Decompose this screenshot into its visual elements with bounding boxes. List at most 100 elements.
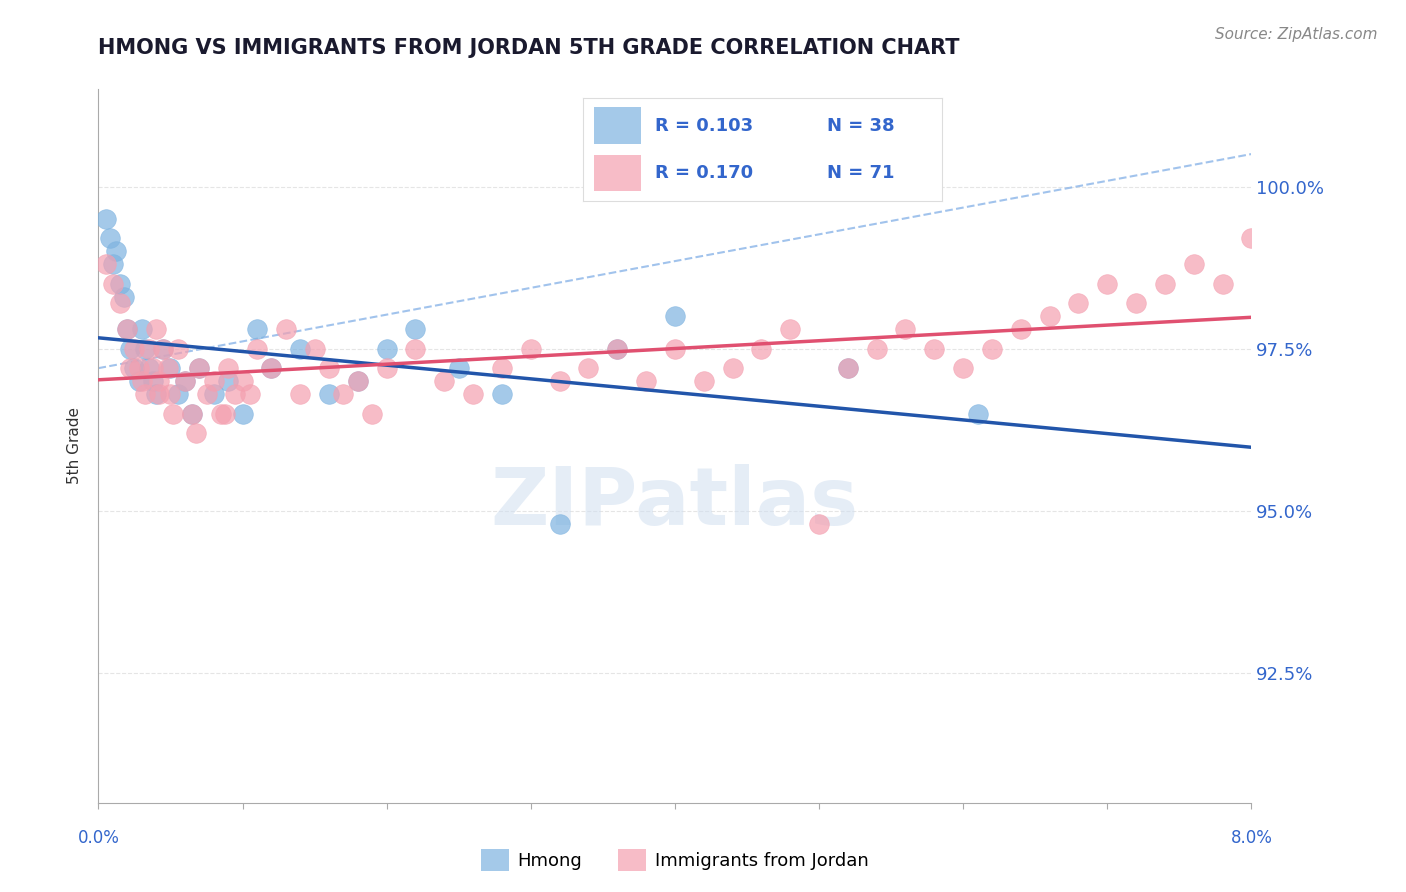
Point xyxy=(186,425,208,440)
Text: N = 38: N = 38 xyxy=(827,117,894,135)
Point xyxy=(1038,310,1060,324)
Point xyxy=(134,342,156,356)
Point xyxy=(461,387,484,401)
Point xyxy=(779,322,801,336)
Point xyxy=(145,387,167,401)
Point xyxy=(148,374,170,388)
Point xyxy=(162,407,184,421)
Point xyxy=(120,361,142,376)
Text: Source: ZipAtlas.com: Source: ZipAtlas.com xyxy=(1215,27,1378,42)
Point xyxy=(1010,322,1032,336)
Point xyxy=(124,342,146,356)
Point xyxy=(246,322,269,336)
Point xyxy=(894,322,917,336)
Point xyxy=(214,407,236,421)
Point xyxy=(101,277,124,291)
Point xyxy=(606,342,628,356)
Point xyxy=(152,342,174,356)
Point xyxy=(128,361,150,376)
Point xyxy=(202,387,225,401)
Text: HMONG VS IMMIGRANTS FROM JORDAN 5TH GRADE CORRELATION CHART: HMONG VS IMMIGRANTS FROM JORDAN 5TH GRAD… xyxy=(98,38,960,58)
Point xyxy=(138,361,160,376)
Point xyxy=(231,407,254,421)
Point xyxy=(807,516,830,531)
Point xyxy=(181,407,204,421)
Point xyxy=(1240,231,1263,245)
Point xyxy=(239,387,262,401)
Point xyxy=(693,374,716,388)
Point xyxy=(1125,296,1147,310)
Point xyxy=(120,342,142,356)
Point xyxy=(576,361,599,376)
Point xyxy=(952,361,974,376)
Point xyxy=(217,374,239,388)
Point xyxy=(152,342,174,356)
Point xyxy=(104,244,127,259)
Point xyxy=(134,387,156,401)
Point xyxy=(108,296,131,310)
Point xyxy=(491,387,513,401)
Point xyxy=(142,361,165,376)
Point xyxy=(174,374,197,388)
Point xyxy=(548,516,571,531)
Point xyxy=(1182,257,1205,271)
Point xyxy=(361,407,384,421)
Point xyxy=(128,374,150,388)
Point xyxy=(148,387,170,401)
Point xyxy=(332,387,354,401)
Y-axis label: 5th Grade: 5th Grade xyxy=(67,408,83,484)
Point xyxy=(433,374,456,388)
Point xyxy=(1211,277,1234,291)
Point xyxy=(156,361,179,376)
Point xyxy=(664,342,686,356)
Point xyxy=(922,342,945,356)
Point xyxy=(318,387,340,401)
Bar xyxy=(595,107,641,145)
Point xyxy=(94,257,117,271)
Point xyxy=(145,322,167,336)
Point xyxy=(138,342,160,356)
Text: R = 0.170: R = 0.170 xyxy=(655,164,754,182)
Point xyxy=(1154,277,1177,291)
Point xyxy=(188,361,211,376)
Point xyxy=(636,374,658,388)
Point xyxy=(346,374,368,388)
Point xyxy=(981,342,1004,356)
Point xyxy=(159,387,181,401)
Point xyxy=(290,342,312,356)
Point xyxy=(318,361,340,376)
Point xyxy=(447,361,470,376)
Point xyxy=(751,342,773,356)
Point xyxy=(966,407,988,421)
Text: R = 0.103: R = 0.103 xyxy=(655,117,754,135)
Point xyxy=(548,374,571,388)
Point xyxy=(260,361,283,376)
Point xyxy=(1097,277,1119,291)
Point xyxy=(721,361,744,376)
Point xyxy=(606,342,628,356)
Legend: Hmong, Immigrants from Jordan: Hmong, Immigrants from Jordan xyxy=(474,842,876,879)
Text: 0.0%: 0.0% xyxy=(77,829,120,847)
Point xyxy=(231,374,254,388)
Point xyxy=(131,322,153,336)
Point xyxy=(520,342,543,356)
Point xyxy=(1067,296,1090,310)
Bar xyxy=(595,154,641,192)
Point xyxy=(209,407,232,421)
Point xyxy=(837,361,859,376)
Point xyxy=(117,322,139,336)
Point xyxy=(188,361,211,376)
Point xyxy=(101,257,124,271)
Point xyxy=(112,290,135,304)
Point xyxy=(260,361,283,376)
Point xyxy=(224,387,246,401)
Point xyxy=(274,322,297,336)
Point xyxy=(174,374,197,388)
Point xyxy=(195,387,218,401)
Point xyxy=(166,342,188,356)
Point xyxy=(202,374,225,388)
Text: 8.0%: 8.0% xyxy=(1230,829,1272,847)
Point xyxy=(304,342,326,356)
Point xyxy=(131,374,153,388)
Point xyxy=(491,361,513,376)
